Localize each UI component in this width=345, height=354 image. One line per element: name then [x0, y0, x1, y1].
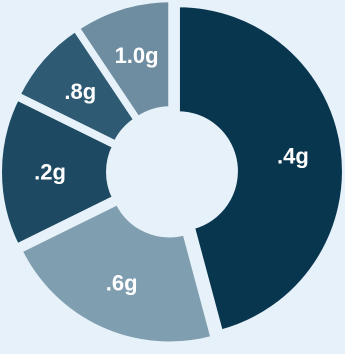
- slice-label-2: .6g: [106, 271, 138, 296]
- pie-slice-1: [175, 3, 345, 335]
- labels-layer: .4g .6g .2g .8g 1.0g: [34, 43, 309, 296]
- slice-label-5: 1.0g: [115, 43, 159, 68]
- pie-slice-5: [75, 0, 173, 121]
- pie-slice-3: [0, 95, 117, 249]
- slice-label-4: .8g: [64, 79, 96, 104]
- pie-slice-4: [15, 27, 139, 146]
- slice-label-3: .2g: [34, 160, 66, 185]
- pie-slice-2: [17, 200, 215, 346]
- slices-layer: [0, 0, 345, 346]
- slice-label-1: .4g: [277, 144, 309, 169]
